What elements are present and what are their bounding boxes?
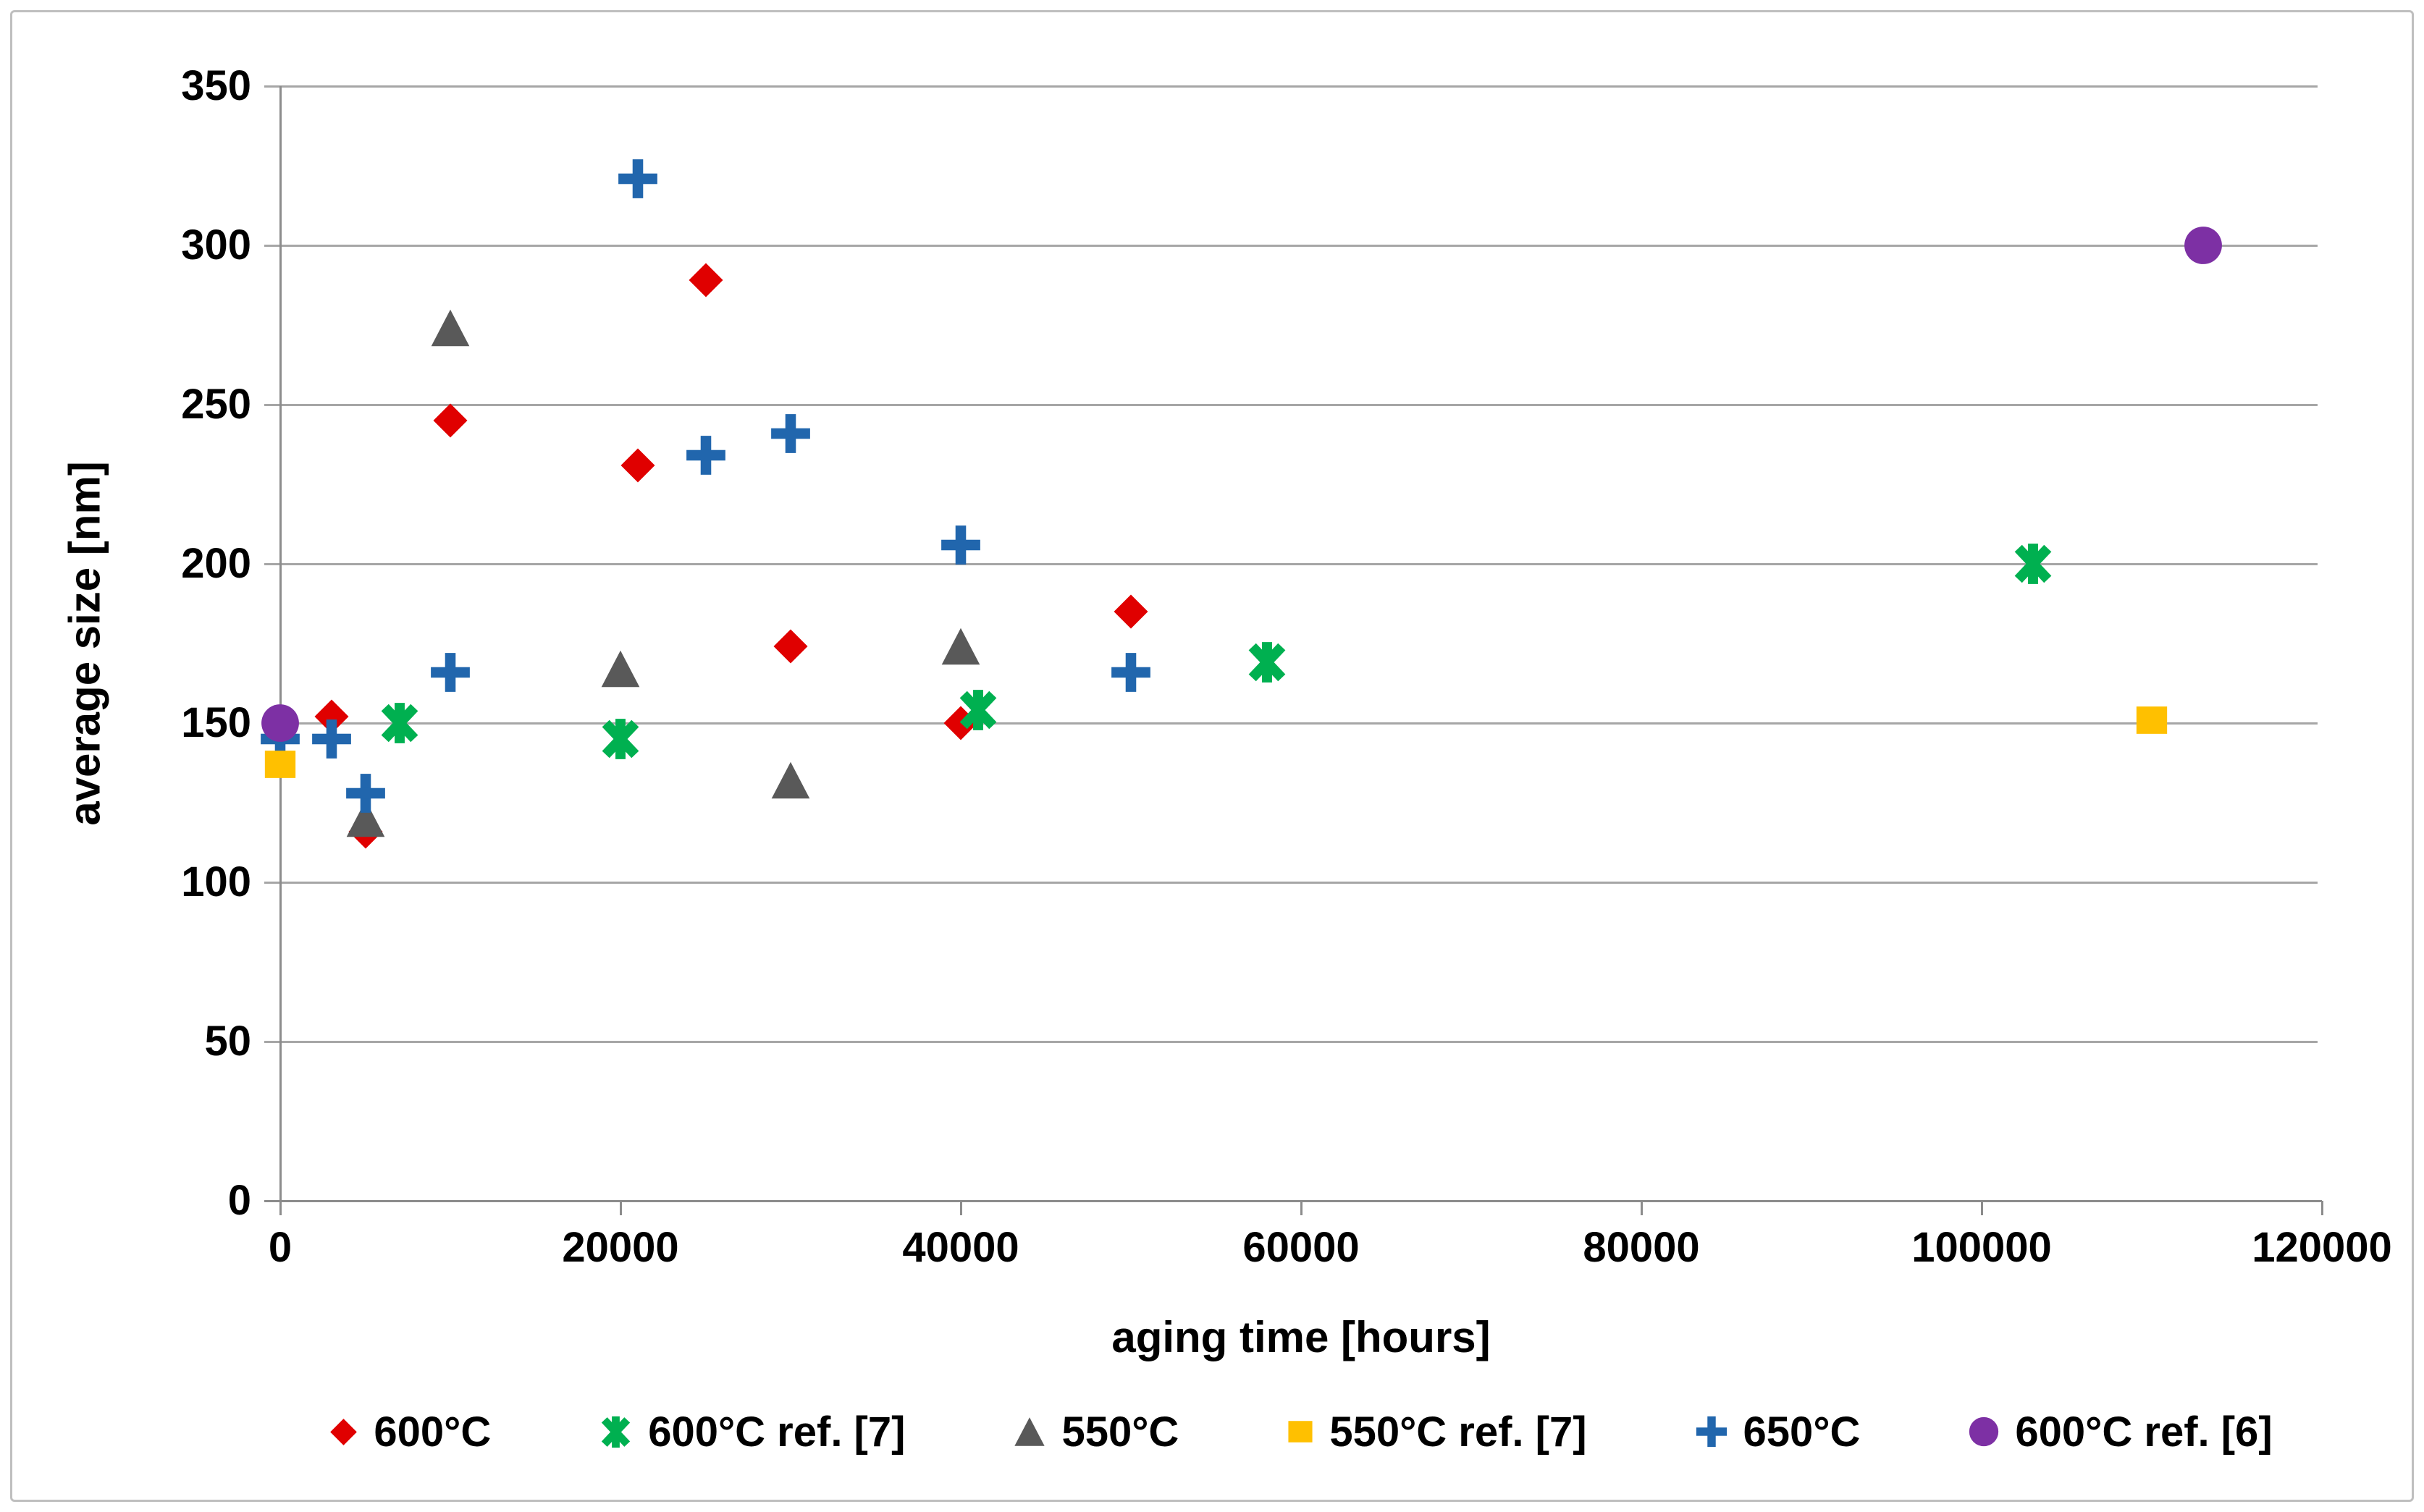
data-point-650-c — [345, 773, 386, 814]
x-tick-40000 — [959, 1201, 962, 1215]
x-tick-label-80000: 80000 — [1583, 1224, 1700, 1271]
legend-label: 550°C ref. [7] — [1329, 1408, 1587, 1456]
y-tick-label-0: 0 — [227, 1177, 251, 1224]
y-tick-label-50: 50 — [204, 1018, 251, 1065]
data-point-550-c — [600, 649, 641, 689]
data-point-600-c — [773, 628, 809, 664]
data-point-600-c-ref-7- — [599, 718, 641, 760]
data-point-550-c — [770, 760, 811, 801]
gridline-y-350 — [264, 85, 2318, 88]
data-point-650-c — [430, 652, 471, 693]
diamond-legend-icon — [329, 1418, 358, 1446]
legend-item-3: 550°C — [1014, 1408, 1179, 1456]
x-tick-20000 — [619, 1201, 622, 1215]
data-point-600-c-ref-7- — [2012, 543, 2054, 585]
data-point-650-c — [618, 159, 658, 199]
data-point-600-c-ref-7- — [1246, 641, 1288, 683]
data-point-550-c — [940, 626, 981, 667]
gridline-y-150 — [264, 722, 2318, 725]
legend-item-2: 600°C ref. [7] — [599, 1408, 905, 1456]
data-point-650-c — [311, 719, 352, 759]
data-point-600-c — [1113, 594, 1149, 630]
x-tick-label-120000: 120000 — [2252, 1224, 2392, 1271]
scatter-plot-area: 0 50 100 150 200 250 300 350 0 20000 40000 60000 800… — [12, 12, 2412, 1500]
data-point-550-c — [430, 308, 471, 348]
x-tick-100000 — [1980, 1201, 1983, 1215]
y-axis-line — [279, 86, 282, 1215]
legend-item-6: 600°C ref. [6] — [1969, 1408, 2273, 1456]
chart-border: 0 50 100 150 200 250 300 350 0 20000 40000 60000 800… — [10, 10, 2414, 1502]
x-tick-label-100000: 100000 — [1911, 1224, 2052, 1271]
y-tick-label-200: 200 — [181, 540, 251, 587]
legend-label: 600°C ref. [6] — [2015, 1408, 2273, 1456]
legend-label: 600°C ref. [7] — [648, 1408, 906, 1456]
data-point-650-c — [686, 435, 726, 476]
y-tick-label-300: 300 — [181, 221, 251, 269]
x-tick-60000 — [1300, 1201, 1303, 1215]
data-point-650-c — [1111, 652, 1151, 693]
y-tick-label-350: 350 — [181, 62, 251, 109]
legend-item-1: 600°C — [329, 1408, 491, 1456]
gridline-y-300 — [264, 244, 2318, 247]
data-point-600-c-ref-7- — [957, 689, 999, 731]
x-tick-120000 — [2320, 1201, 2323, 1215]
x-tick-80000 — [1640, 1201, 1643, 1215]
triangle-legend-icon — [1014, 1416, 1045, 1448]
x-tick-label-40000: 40000 — [902, 1224, 1019, 1271]
data-point-600-c-ref-6- — [2184, 226, 2223, 265]
data-point-600-c — [432, 402, 468, 439]
x-tick-label-0: 0 — [268, 1224, 293, 1271]
legend-label: 550°C — [1061, 1408, 1179, 1456]
data-point-600-c — [688, 262, 724, 298]
data-point-600-c — [620, 447, 656, 483]
legend-label: 600°C — [374, 1408, 492, 1456]
x-axis-title: aging time [hours] — [1111, 1313, 1491, 1361]
data-point-550-c — [345, 798, 386, 839]
data-point-600-c-ref-7- — [379, 702, 421, 744]
x-tick-label-20000: 20000 — [562, 1224, 679, 1271]
legend-item-4: 550°C ref. [7] — [1287, 1408, 1587, 1456]
chart-legend: 600°C 600°C ref. [7] 550°C 550°C ref. [7] … — [280, 1399, 2322, 1464]
y-tick-label-150: 150 — [181, 699, 251, 746]
data-point-600-c — [313, 698, 350, 735]
plus-legend-icon — [1696, 1416, 1727, 1448]
data-point-550-c-ref-7- — [264, 748, 297, 781]
data-point-650-c — [940, 525, 981, 565]
gridline-y-200 — [264, 562, 2318, 565]
gridline-y-100 — [264, 881, 2318, 884]
x-tick-0 — [279, 1201, 282, 1215]
gridline-y-250 — [264, 403, 2318, 406]
y-axis-title: average size [nm] — [60, 461, 109, 826]
gridline-y-50 — [264, 1040, 2318, 1043]
x-tick-label-60000: 60000 — [1242, 1224, 1360, 1271]
square-legend-icon — [1287, 1419, 1313, 1445]
data-point-600-c-ref-6- — [261, 704, 300, 743]
data-point-550-c-ref-7- — [2135, 704, 2168, 737]
y-tick-label-250: 250 — [181, 381, 251, 428]
legend-label: 650°C — [1743, 1408, 1861, 1456]
star-legend-icon — [599, 1416, 632, 1448]
data-point-650-c — [770, 413, 811, 454]
x-axis-line — [264, 1199, 2322, 1202]
y-tick-label-100: 100 — [181, 858, 251, 905]
circle-legend-icon — [1969, 1416, 1999, 1447]
legend-item-5: 650°C — [1696, 1408, 1861, 1456]
